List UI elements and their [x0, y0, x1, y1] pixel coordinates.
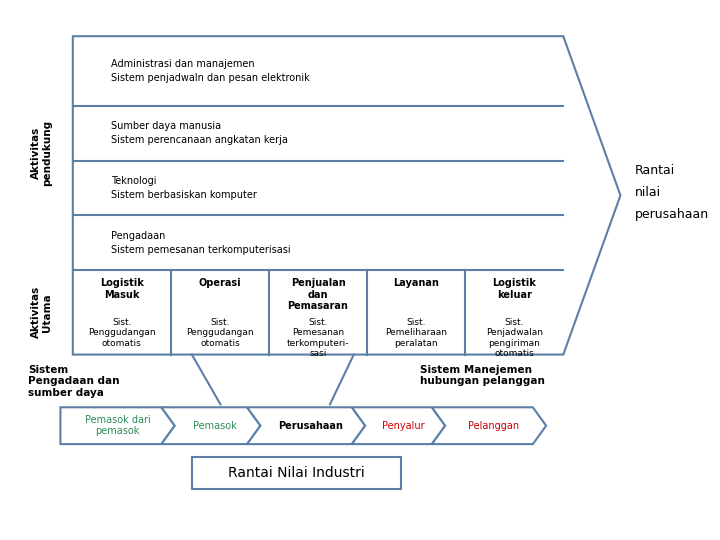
Text: Pemasok dari
pemasok: Pemasok dari pemasok: [85, 415, 150, 436]
Text: Sumber daya manusia: Sumber daya manusia: [111, 122, 221, 131]
Text: Sistem
Pengadaan dan
sumber daya: Sistem Pengadaan dan sumber daya: [28, 364, 120, 398]
Text: Sistem perencanaan angkatan kerja: Sistem perencanaan angkatan kerja: [111, 135, 288, 145]
Text: Logistik
Masuk: Logistik Masuk: [100, 278, 144, 300]
Polygon shape: [432, 407, 546, 444]
Text: Operasi: Operasi: [199, 278, 241, 288]
Text: Layanan: Layanan: [393, 278, 439, 288]
Text: Sist.
Penggudangan
otomatis: Sist. Penggudangan otomatis: [88, 318, 156, 348]
Text: Rantai Nilai Industri: Rantai Nilai Industri: [228, 466, 365, 480]
Text: Pelanggan: Pelanggan: [468, 421, 519, 431]
Text: Sistem pemesanan terkomputerisasi: Sistem pemesanan terkomputerisasi: [111, 245, 291, 254]
Polygon shape: [352, 407, 445, 444]
Text: Aktivitas
Utama: Aktivitas Utama: [30, 286, 52, 339]
Text: Sistem penjadwaln dan pesan elektronik: Sistem penjadwaln dan pesan elektronik: [111, 73, 310, 83]
Polygon shape: [73, 36, 621, 355]
Text: nilai: nilai: [635, 186, 661, 199]
Text: Pengadaan: Pengadaan: [111, 231, 166, 241]
Text: Administrasi dan manajemen: Administrasi dan manajemen: [111, 59, 255, 69]
Bar: [192, 457, 401, 489]
Text: Penyalur: Penyalur: [382, 421, 424, 431]
Text: Aktivitas
pendukung: Aktivitas pendukung: [30, 120, 52, 186]
Text: Sist.
Pemesanan
terkomputeri-
sasi: Sist. Pemesanan terkomputeri- sasi: [287, 318, 349, 358]
Polygon shape: [161, 407, 261, 444]
Text: perusahaan: perusahaan: [635, 208, 709, 221]
Polygon shape: [247, 407, 365, 444]
Text: Sist.
Penjadwalan
pengiriman
otomatis: Sist. Penjadwalan pengiriman otomatis: [486, 318, 543, 358]
Text: Sistem berbasiskan komputer: Sistem berbasiskan komputer: [111, 190, 257, 200]
Text: Pemasok: Pemasok: [194, 421, 237, 431]
Text: Logistik
keluar: Logistik keluar: [492, 278, 536, 300]
Text: Sistem Manejemen
hubungan pelanggan: Sistem Manejemen hubungan pelanggan: [420, 364, 545, 386]
Text: Sist.
Penggudangan
otomatis: Sist. Penggudangan otomatis: [186, 318, 253, 348]
Text: Perusahaan: Perusahaan: [278, 421, 343, 431]
Text: Penjualan
dan
Pemasaran: Penjualan dan Pemasaran: [287, 278, 348, 311]
Text: Teknologi: Teknologi: [111, 176, 156, 186]
Text: Rantai: Rantai: [635, 164, 675, 177]
Text: Sist.
Pemeliharaan
peralatan: Sist. Pemeliharaan peralatan: [385, 318, 447, 348]
Polygon shape: [60, 407, 175, 444]
